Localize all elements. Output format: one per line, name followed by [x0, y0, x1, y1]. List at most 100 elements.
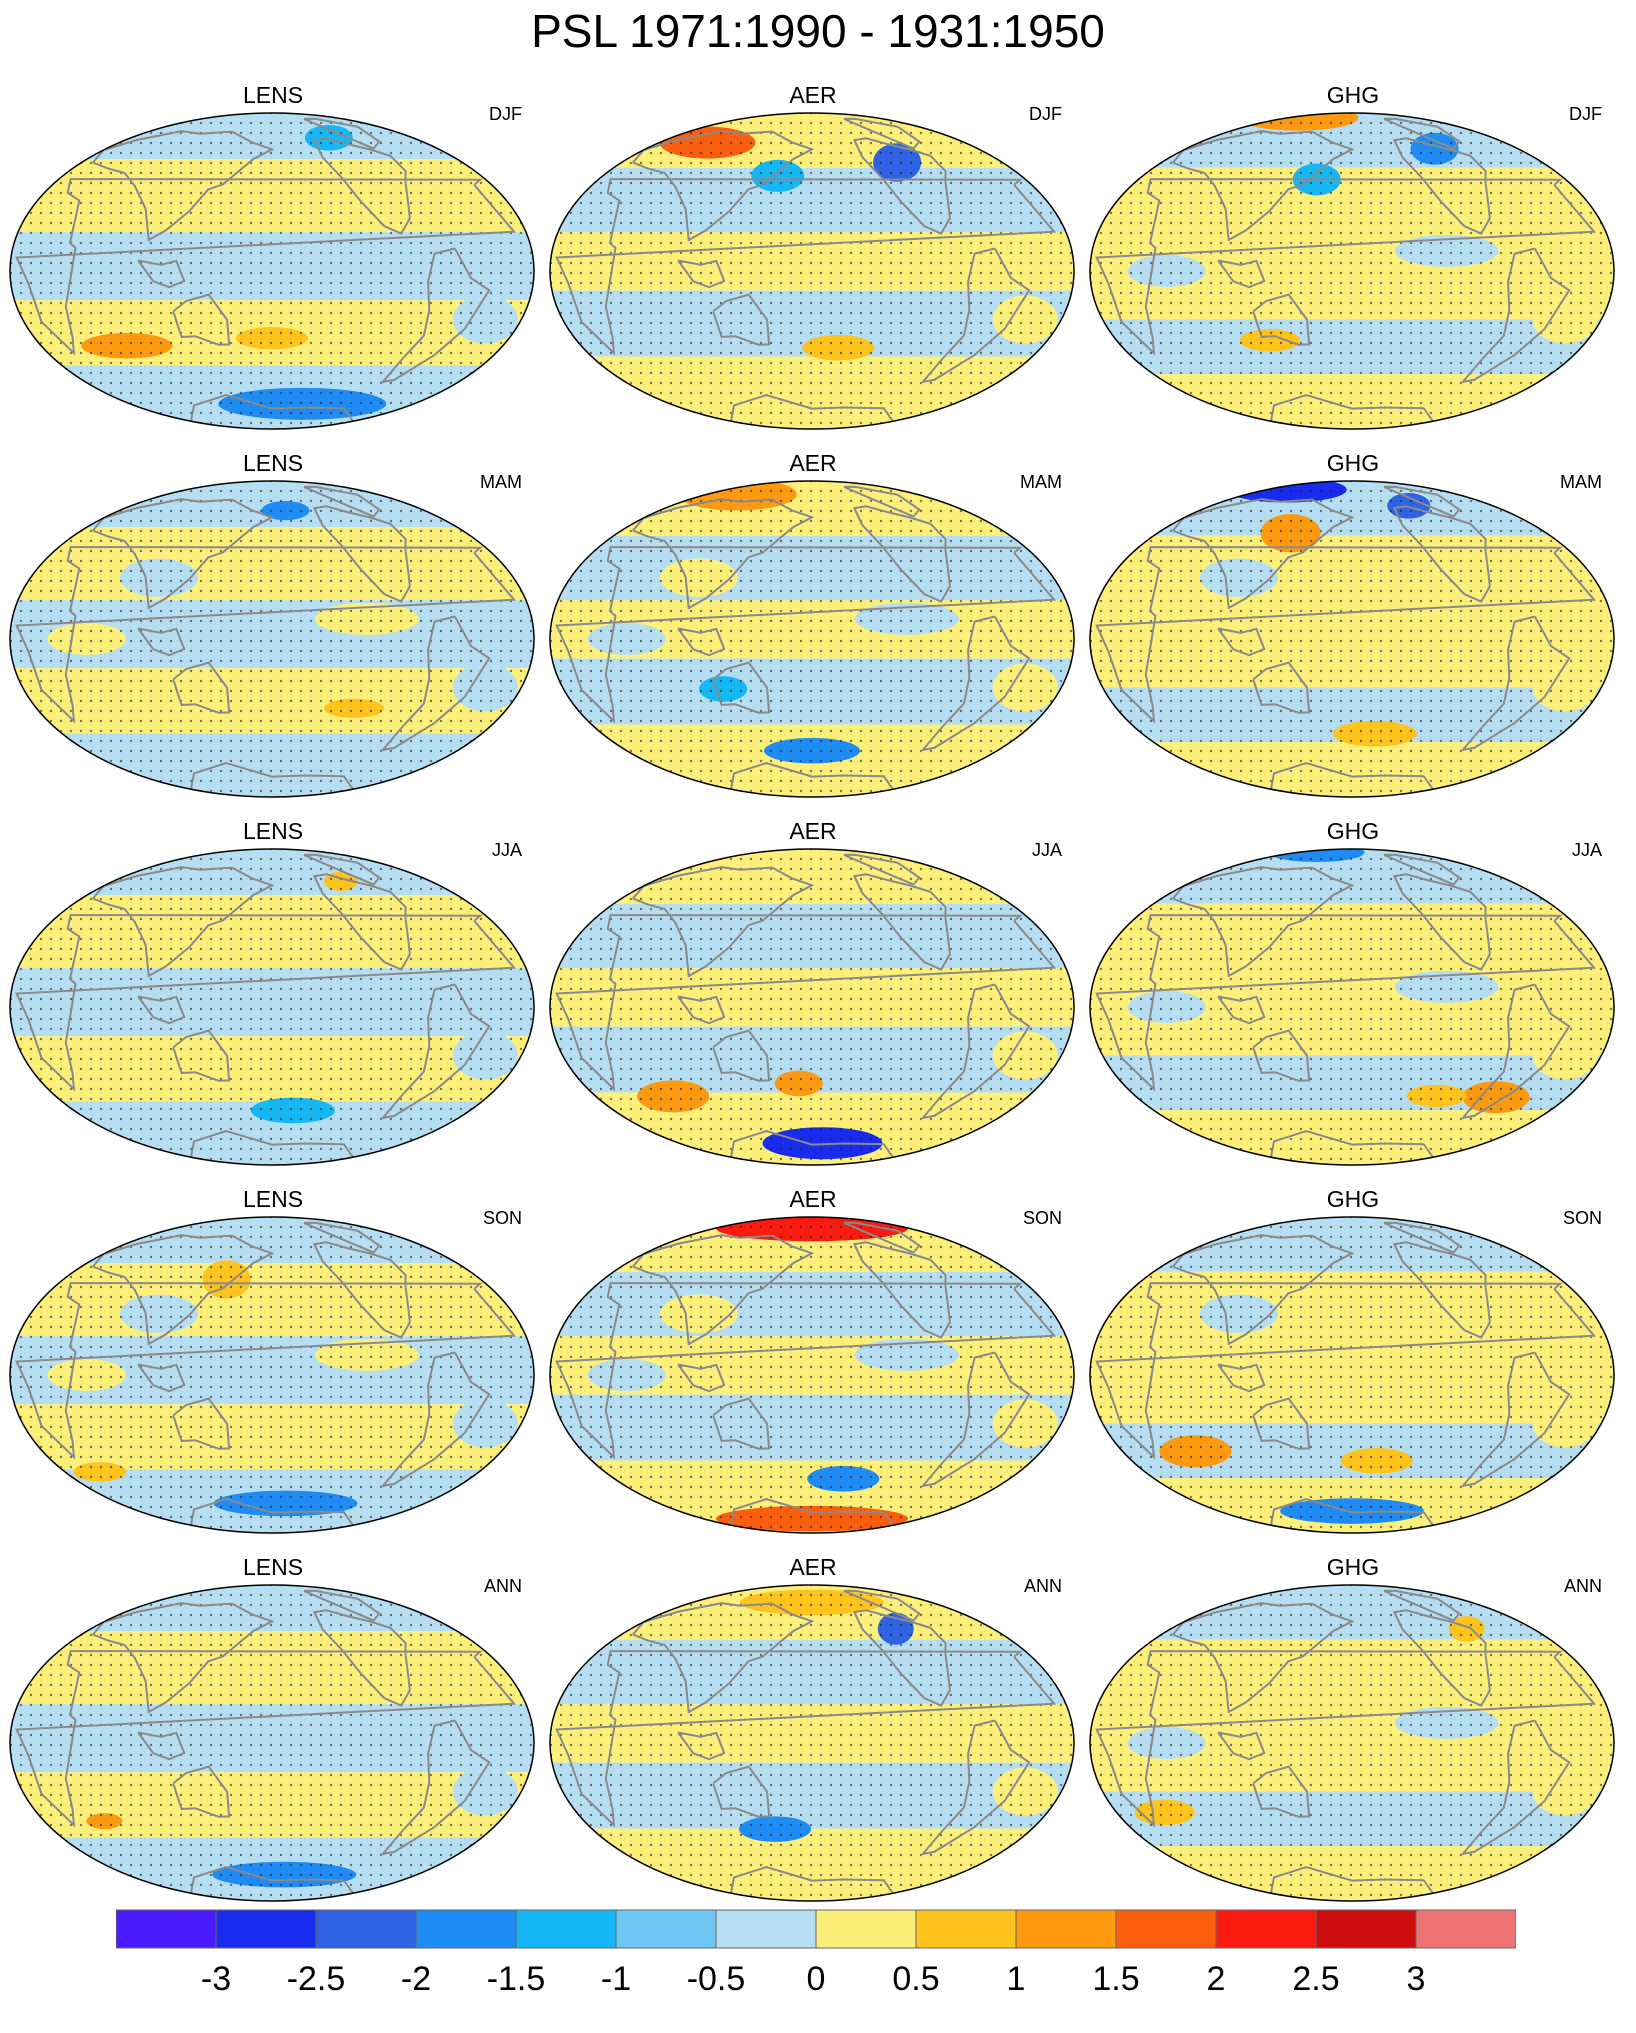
coastline [1270, 1130, 1434, 1158]
coastline [1392, 873, 1491, 971]
coastline [92, 866, 275, 978]
panel-model-label: AER [789, 450, 837, 476]
panel-model-label: GHG [1326, 450, 1380, 476]
panel-season-label: DJF [1029, 104, 1062, 124]
map-canvas [9, 112, 535, 430]
map-panel-ghg-ann: GHG ANN [1088, 1554, 1618, 1904]
panel-model-label: AER [789, 818, 837, 844]
coastline [555, 1650, 1057, 1828]
map-border [549, 1584, 1075, 1902]
panel-model-label: GHG [1326, 1554, 1380, 1580]
coastline [1172, 866, 1355, 978]
coastline [1095, 914, 1597, 1092]
coastline [852, 137, 951, 235]
significance-stipple [10, 113, 534, 429]
map-panel-ghg-son: GHG SON [1088, 1186, 1618, 1536]
map-panel-aer-djf: AER DJF [548, 82, 1078, 432]
coastline [1392, 1241, 1491, 1339]
map-border [1089, 848, 1615, 1166]
map-canvas [549, 480, 1075, 798]
coastline [1383, 485, 1461, 518]
coastline [712, 1765, 771, 1818]
coastline [712, 661, 771, 714]
coastline [555, 1282, 1057, 1460]
map-border [9, 848, 535, 1166]
map-border [1089, 112, 1615, 430]
coastline [92, 130, 275, 242]
coastline [137, 627, 186, 657]
coastline [1270, 762, 1434, 790]
significance-stipple [1090, 849, 1614, 1165]
panel-season-label: JJA [1031, 840, 1062, 860]
coastline [555, 546, 1057, 724]
coastline [312, 505, 411, 603]
panel-season-label: MAM [1560, 472, 1602, 492]
colorbar-swatch [116, 1909, 217, 1949]
map-border [1089, 1584, 1615, 1902]
coastline [15, 546, 517, 724]
coastline [1383, 117, 1461, 150]
coastline [677, 995, 726, 1025]
map-canvas [9, 480, 535, 798]
coastline [303, 485, 381, 518]
significance-stipple [550, 481, 1074, 797]
coastline [852, 1609, 951, 1707]
coastline [380, 1351, 491, 1488]
colorbar-swatch [215, 1909, 317, 1949]
panel-model-label: AER [789, 1186, 837, 1212]
panel-season-label: DJF [489, 104, 522, 124]
coastline [172, 1029, 231, 1082]
colorbar-swatch [815, 1909, 917, 1949]
map-canvas [1089, 480, 1615, 798]
panel-season-label: MAM [480, 472, 522, 492]
panel-model-label: GHG [1326, 82, 1380, 108]
coastline [677, 627, 726, 657]
coastline [137, 259, 186, 289]
coastline [920, 1351, 1031, 1488]
coastline [1252, 1029, 1311, 1082]
panel-model-label: LENS [242, 818, 304, 844]
coastline [1252, 1397, 1311, 1450]
coastline [730, 1130, 894, 1158]
coastline [1172, 1234, 1355, 1346]
colorbar-swatch [1015, 1909, 1117, 1949]
coastline [632, 498, 815, 610]
coastline [1217, 995, 1266, 1025]
panel-model-label: GHG [1326, 818, 1380, 844]
significance-stipple [1090, 1217, 1614, 1533]
coastline [843, 117, 921, 150]
coastline [843, 1221, 921, 1254]
significance-stipple [1090, 1585, 1614, 1901]
panel-season-label: MAM [1020, 472, 1062, 492]
significance-stipple [1090, 113, 1614, 429]
panel-season-label: JJA [1571, 840, 1602, 860]
coastline [920, 1719, 1031, 1856]
figure-title: PSL 1971:1990 - 1931:1950 [531, 5, 1105, 57]
coastline [190, 1498, 354, 1526]
colorbar-swatch [315, 1909, 417, 1949]
coastline [730, 1866, 894, 1894]
map-canvas [1089, 1216, 1615, 1534]
colorbar-swatch [615, 1909, 717, 1949]
map-panel-lens-djf: LENS DJF [8, 82, 538, 432]
coastline [190, 762, 354, 790]
coastline [380, 615, 491, 752]
coastline [920, 615, 1031, 752]
coastline [15, 914, 517, 1092]
coastline [1460, 247, 1571, 384]
coastline [920, 247, 1031, 384]
coastline [677, 259, 726, 289]
coastline [190, 394, 354, 422]
map-border [549, 1216, 1075, 1534]
significance-stipple [10, 481, 534, 797]
panel-season-label: ANN [483, 1576, 522, 1596]
significance-stipple [550, 1217, 1074, 1533]
panel-model-label: GHG [1326, 1186, 1380, 1212]
colorbar-swatch [515, 1909, 617, 1949]
panel-season-label: ANN [1563, 1576, 1602, 1596]
coastline [1392, 137, 1491, 235]
map-canvas [1089, 848, 1615, 1166]
map-panel-lens-mam: LENS MAM [8, 450, 538, 800]
map-border [549, 848, 1075, 1166]
map-canvas [9, 1584, 535, 1902]
